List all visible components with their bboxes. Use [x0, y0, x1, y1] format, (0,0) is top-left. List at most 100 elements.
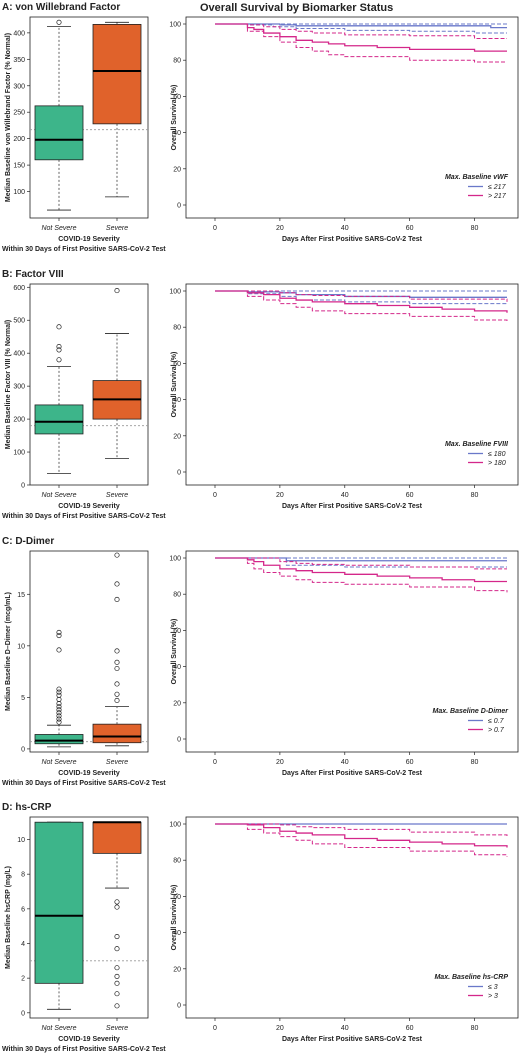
box-iqr — [92, 24, 142, 125]
boxplot-panel-3: C: D-Dimer 0 5 10 15 Median Baseline D–Dimer … — [2, 536, 166, 787]
x-tick-label: 20 — [276, 225, 284, 232]
plot-frame — [185, 816, 519, 1019]
box-iqr — [34, 105, 84, 161]
outlier-point — [56, 716, 62, 722]
legend: Max. Baseline vWF ≤ 217 > 217 — [445, 174, 509, 200]
x-axis-label: Days After First Positive SARS-CoV-2 Tes… — [282, 1036, 423, 1043]
y-tick-label: 60 — [173, 361, 181, 368]
ci-upper-line — [215, 23, 507, 39]
x-tick-label: 0 — [213, 492, 217, 499]
outlier-point — [114, 552, 120, 558]
box-not-severe: Not Severe — [34, 629, 84, 766]
y-tick-label: 0 — [177, 737, 181, 744]
x-axis-label: COVID-19 Severity — [58, 1036, 120, 1043]
y-tick-label: 60 — [173, 628, 181, 635]
category-label: Severe — [106, 759, 128, 766]
legend-label-high: > 0.7 — [488, 727, 505, 734]
y-tick-label: 20 — [173, 433, 181, 440]
category-label: Not Severe — [41, 225, 76, 232]
y-tick-label: 8 — [21, 872, 25, 879]
y-tick-label: 250 — [13, 110, 25, 117]
survival-curve — [215, 290, 508, 313]
outlier-point — [114, 581, 120, 587]
y-tick-label: 5 — [21, 695, 25, 702]
y-axis-label: Median Baseline D–Dimer (mcg/mL) — [5, 592, 12, 711]
legend-label-low: ≤ 0.7 — [488, 718, 505, 725]
y-tick-label: 0 — [177, 203, 181, 210]
box-iqr — [34, 821, 84, 984]
x-axis-label: COVID-19 Severity — [58, 503, 120, 510]
ci-lower-line — [215, 557, 507, 568]
y-tick-label: 4 — [21, 941, 25, 948]
y-tick-label: 0 — [177, 470, 181, 477]
box-not-severe: Not Severe — [34, 821, 84, 1032]
box-iqr — [92, 821, 142, 854]
survival-curve — [215, 23, 507, 29]
outlier-point — [56, 357, 62, 363]
x-axis-label: COVID-19 Severity — [58, 770, 120, 777]
y-tick-label: 500 — [13, 318, 25, 325]
plot-frame — [29, 550, 149, 753]
survival-panel-1: 0 20 40 60 80 100 0 20 40 60 80 Overall Survival (%… — [169, 16, 519, 243]
ci-lower-line — [215, 290, 507, 305]
y-axis-label: Overall Survival (%) — [171, 85, 178, 151]
y-tick-label: 0 — [21, 483, 25, 490]
outlier-point — [114, 934, 120, 940]
y-axis-label: Median Baseline von Willebrand Factor (%… — [5, 33, 12, 202]
outlier-point — [56, 632, 62, 639]
box-iqr — [92, 723, 142, 744]
x-tick-label: 80 — [471, 225, 479, 232]
category-label: Severe — [106, 492, 128, 499]
legend-title: Max. Baseline hs-CRP — [434, 974, 508, 981]
x-tick-label: 40 — [341, 759, 349, 766]
survival-series-high — [215, 557, 508, 593]
main-title: Overall Survival by Biomarker Status — [200, 2, 393, 14]
outlier-point — [114, 991, 120, 997]
y-tick-label: 6 — [21, 906, 25, 913]
y-tick-label: 400 — [13, 30, 25, 37]
outlier-point — [56, 704, 62, 710]
y-tick-label: 20 — [173, 966, 181, 973]
y-axis-label: Median Baseline hsCRP (mg/L) — [5, 866, 12, 969]
outlier-point — [56, 701, 62, 707]
y-tick-label: 60 — [173, 94, 181, 101]
y-tick-label: 80 — [173, 58, 181, 65]
legend: Max. Baseline D-Dimer ≤ 0.7 > 0.7 — [433, 708, 510, 734]
x-axis-label: COVID-19 Severity — [58, 236, 120, 243]
y-tick-label: 20 — [173, 700, 181, 707]
survival-panel-2: 0 20 40 60 80 100 0 20 40 60 80 Overall Survival (%… — [169, 283, 519, 510]
outlier-point — [114, 697, 120, 704]
box-severe: Severe — [92, 21, 142, 232]
boxplot-panel-4: D: hs-CRP 0 2 4 6 8 10 Median Baseline hsCRP (m… — [2, 802, 166, 1053]
x-tick-label: 0 — [213, 225, 217, 232]
y-tick-label: 100 — [169, 556, 181, 563]
outlier-point — [114, 648, 120, 654]
boxplot-panel-2: B: Factor VIII 0 100 200 300 400 500 600 Median … — [2, 269, 166, 520]
ci-upper-line — [215, 823, 508, 837]
y-tick-label: 80 — [173, 858, 181, 865]
outlier-point — [114, 980, 120, 986]
legend-label-low: ≤ 3 — [488, 984, 498, 991]
x-tick-label: 60 — [406, 759, 414, 766]
outlier-point — [114, 1003, 120, 1009]
y-axis-label: Overall Survival (%) — [171, 619, 178, 685]
legend: Max. Baseline hs-CRP ≤ 3 > 3 — [434, 974, 508, 1000]
x-tick-label: 80 — [471, 492, 479, 499]
ci-lower-line — [215, 823, 508, 857]
survival-curve — [215, 23, 507, 52]
panel-title: D: hs-CRP — [2, 802, 52, 813]
ci-lower-line — [215, 290, 508, 322]
survival-series-high — [215, 23, 507, 63]
x-tick-label: 60 — [406, 492, 414, 499]
outlier-point — [56, 344, 62, 350]
plot-frame — [29, 16, 149, 219]
outlier-point — [56, 713, 62, 719]
legend-label-low: ≤ 180 — [488, 451, 506, 458]
outlier-point — [114, 681, 120, 687]
box-not-severe: Not Severe — [34, 324, 84, 499]
outlier-point — [56, 692, 62, 698]
panel-title: A: von Willebrand Factor — [2, 2, 120, 13]
category-label: Not Severe — [41, 492, 76, 499]
y-tick-label: 60 — [173, 894, 181, 901]
y-tick-label: 300 — [13, 83, 25, 90]
